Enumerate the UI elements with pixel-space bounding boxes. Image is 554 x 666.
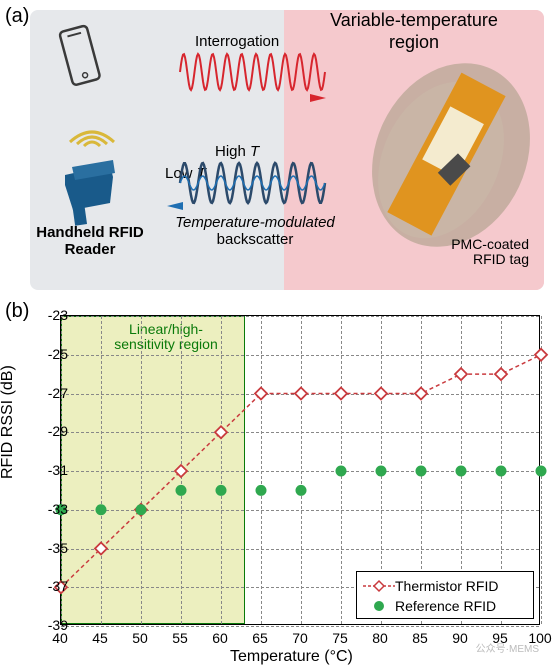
backscatter-text: backscatter <box>217 231 294 248</box>
y-tick: -35 <box>28 540 68 556</box>
gridline-h <box>61 626 539 627</box>
y-axis-label: RFID RSSI (dB) <box>0 365 17 479</box>
x-tick: 75 <box>325 630 355 646</box>
x-tick: 55 <box>165 630 195 646</box>
thermistor-marker-icon <box>363 579 395 593</box>
y-tick: -33 <box>28 501 68 517</box>
rfid-tag-icon <box>356 55 536 255</box>
reference-marker-icon <box>363 599 395 613</box>
legend-thermistor-label: Thermistor RFID <box>395 578 498 594</box>
backscatter-label: Temperature-modulated backscatter <box>175 215 335 248</box>
y-tick: -29 <box>28 423 68 439</box>
arrow-right-icon <box>310 92 330 104</box>
y-tick: -31 <box>28 462 68 478</box>
pmc-label: PMC-coated RFID tag <box>419 237 529 268</box>
x-axis-label: Temperature (°C) <box>230 648 353 666</box>
phone-icon <box>55 20 105 100</box>
legend-reference: Reference RFID <box>363 596 527 616</box>
y-tick: -27 <box>28 385 68 401</box>
panel-a: Variable-temperature region Handheld RFI… <box>0 0 554 295</box>
y-tick: -25 <box>28 346 68 362</box>
reader-label: Handheld RFID Reader <box>35 225 145 258</box>
panel-b: Linear/high-sensitivity region Thermisto… <box>0 300 554 660</box>
x-tick: 70 <box>285 630 315 646</box>
backscatter-italic: Temperature-modulated <box>175 214 335 231</box>
y-tick: -39 <box>28 617 68 633</box>
y-tick: -23 <box>28 307 68 323</box>
backscatter-wave <box>180 158 330 208</box>
x-tick: 60 <box>205 630 235 646</box>
x-tick: 65 <box>245 630 275 646</box>
chart-area: Linear/high-sensitivity region Thermisto… <box>60 315 540 625</box>
x-tick: 80 <box>365 630 395 646</box>
x-tick: 85 <box>405 630 435 646</box>
legend-reference-label: Reference RFID <box>395 598 496 614</box>
rfid-reader-icon <box>55 155 125 225</box>
x-tick: 45 <box>85 630 115 646</box>
watermark: 公众号·MEMS <box>476 640 539 655</box>
legend: Thermistor RFID Reference RFID <box>356 571 534 619</box>
legend-thermistor: Thermistor RFID <box>363 576 527 596</box>
x-tick: 50 <box>125 630 155 646</box>
arrow-left-icon <box>163 200 183 212</box>
interrogation-label: Interrogation <box>195 33 279 50</box>
wifi-icon <box>62 110 122 150</box>
interrogation-wave <box>180 50 330 95</box>
y-tick: -37 <box>28 578 68 594</box>
x-tick: 90 <box>445 630 475 646</box>
variable-temp-label: Variable-temperature region <box>304 10 524 53</box>
